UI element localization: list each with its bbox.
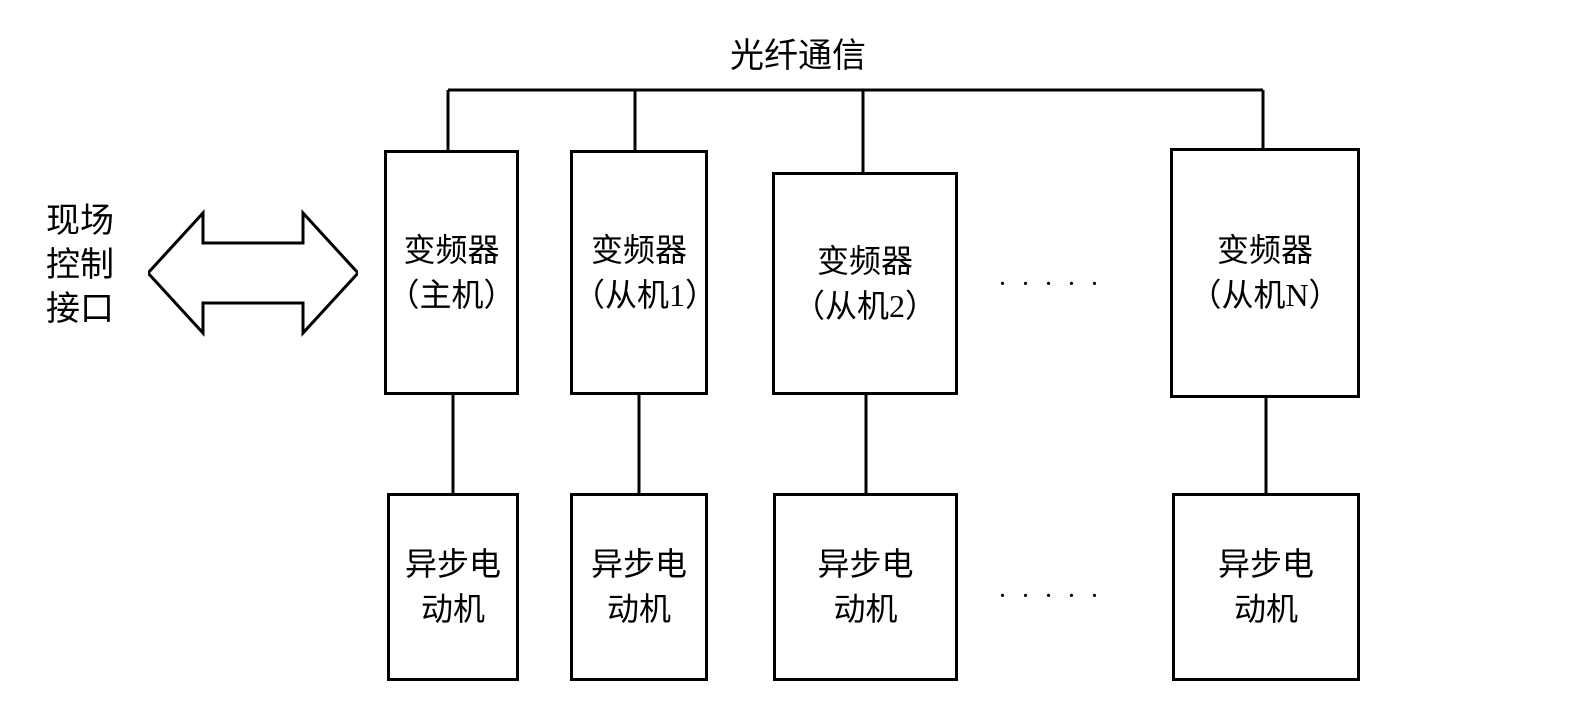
box-text-line: （从机2） (793, 284, 937, 329)
motor-box-master: 异步电动机 (387, 493, 519, 681)
motor-box-slave2: 异步电动机 (773, 493, 958, 681)
motor-box-slaveN: 异步电动机 (1172, 493, 1360, 681)
inverter-box-slaveN: 变频器（从机N） (1170, 148, 1360, 398)
box-text-line: 变频器 (591, 228, 687, 273)
field-label-line: 接口 (46, 288, 114, 332)
box-text-line: （主机） (387, 273, 515, 318)
box-text-line: 动机 (421, 587, 485, 632)
box-text-line: 异步电 (1218, 542, 1314, 587)
box-text-line: 异步电 (591, 542, 687, 587)
box-text-line: （从机N） (1189, 273, 1340, 318)
bidirectional-arrow-icon (148, 198, 358, 348)
box-text-line: 异步电 (817, 542, 913, 587)
box-text-line: 动机 (1234, 587, 1298, 632)
field-label-line: 现场 (46, 200, 114, 244)
motor-box-slave1: 异步电动机 (570, 493, 708, 681)
bus-title: 光纤通信 (730, 28, 866, 77)
inverter-box-slave2: 变频器（从机2） (772, 172, 958, 395)
box-text-line: 动机 (607, 587, 671, 632)
box-text-line: 动机 (833, 587, 897, 632)
box-text-line: （从机1） (573, 273, 705, 318)
box-text-line: 变频器 (817, 239, 913, 284)
ellipsis-row-1: ..... (1000, 580, 1115, 603)
box-text-line: 变频器 (1217, 228, 1313, 273)
box-text-line: 变频器 (403, 228, 499, 273)
inverter-box-master: 变频器（主机） (384, 150, 519, 395)
ellipsis-row-0: ..... (1000, 268, 1115, 291)
box-text-line: 异步电 (405, 542, 501, 587)
field-label-line: 控制 (46, 244, 114, 288)
field-control-label: 现场控制接口 (46, 200, 114, 333)
inverter-box-slave1: 变频器（从机1） (570, 150, 708, 395)
